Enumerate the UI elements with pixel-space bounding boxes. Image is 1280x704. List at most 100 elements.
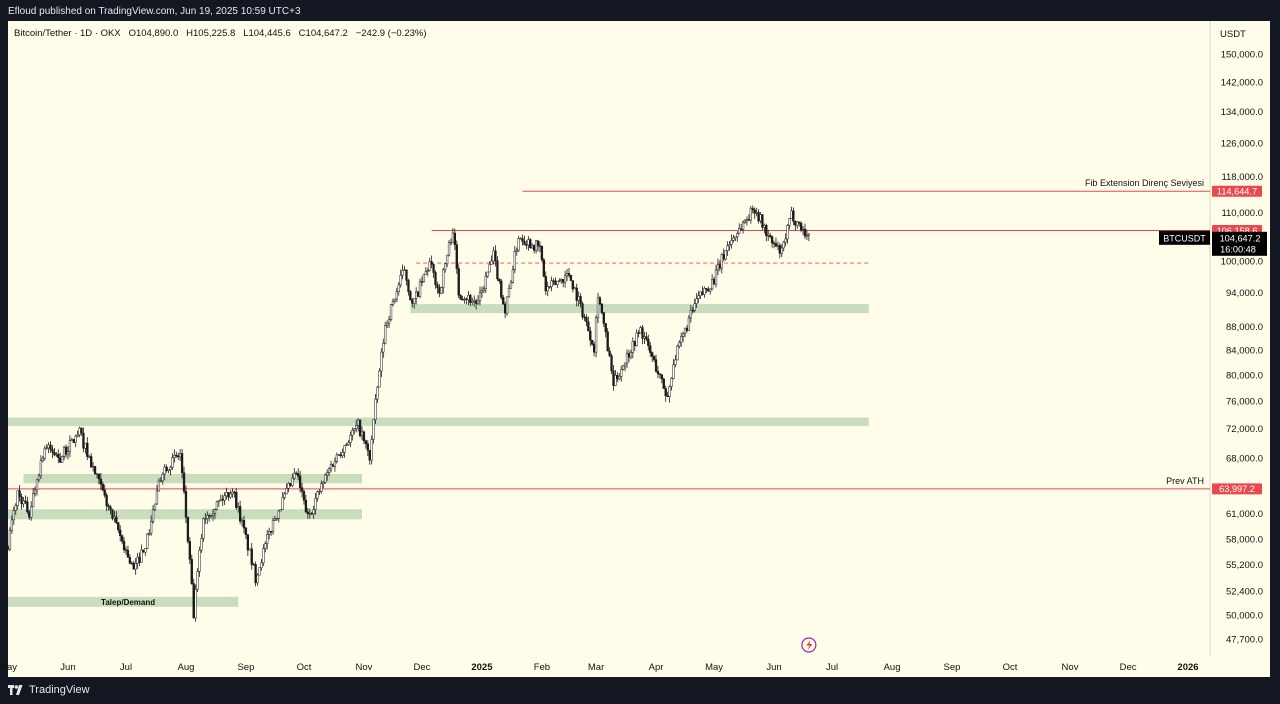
candle-body: [610, 355, 613, 372]
candle-body: [428, 261, 431, 271]
candle-body: [41, 458, 44, 462]
x-tick-label: Jun: [60, 662, 75, 673]
candle-body: [492, 250, 495, 262]
candle-body: [206, 515, 209, 519]
candle-body: [689, 310, 693, 319]
candle-body: [550, 280, 553, 288]
candle-body: [355, 425, 358, 429]
tradingview-icon: [8, 685, 23, 695]
candle-body: [146, 533, 149, 549]
candle-body: [525, 244, 528, 246]
candle-body: [662, 378, 665, 389]
x-tick-label: 2026: [1177, 662, 1198, 673]
candle-body: [171, 457, 174, 468]
candle-body: [451, 232, 455, 243]
candle-body: [153, 503, 157, 511]
candle-body: [755, 212, 758, 214]
candle-body: [6, 546, 10, 550]
candle-body: [620, 369, 623, 377]
candle-body: [298, 475, 302, 488]
candle-body: [680, 336, 683, 343]
candle-body: [592, 344, 596, 353]
candle-body: [84, 442, 87, 449]
candle-body: [302, 491, 306, 501]
candle-body: [724, 250, 727, 260]
candle-body: [426, 270, 429, 272]
candle-body: [293, 472, 296, 479]
candle-body: [490, 260, 493, 265]
candle-body: [521, 238, 524, 242]
candle-body: [693, 303, 696, 311]
candle-body: [142, 549, 145, 553]
candle-body: [782, 241, 785, 249]
candle-body: [237, 506, 240, 508]
candle-body: [167, 469, 170, 471]
candle-body: [554, 280, 557, 285]
candle-body: [180, 453, 184, 474]
candle-body: [581, 303, 584, 318]
candle-body: [668, 386, 671, 397]
candle-body: [184, 491, 188, 518]
candle-body: [718, 264, 722, 269]
candle-body: [376, 386, 379, 400]
candle-body: [424, 271, 427, 275]
y-tick-label: 50,000.0: [1226, 610, 1263, 621]
candle-body: [484, 275, 487, 290]
candle-body: [442, 269, 445, 288]
tradingview-logo[interactable]: TradingView: [8, 684, 90, 696]
candle-body: [271, 519, 275, 532]
candle-body: [722, 254, 725, 260]
candle-body: [277, 510, 280, 519]
candle-body: [8, 530, 12, 550]
candle-body: [385, 322, 389, 326]
candle-body: [780, 247, 783, 254]
demand-zone-1: [8, 417, 869, 426]
candle-body: [476, 300, 480, 304]
candle-body: [801, 228, 805, 231]
candle-body: [155, 490, 159, 505]
candle-body: [736, 233, 739, 238]
candle-body: [660, 374, 663, 380]
candle-body: [101, 483, 104, 491]
candle-body: [430, 261, 433, 265]
candle-body: [720, 254, 723, 269]
candle-body: [70, 439, 73, 441]
lightning-bolt: [806, 640, 813, 650]
level-name-3: Prev ATH: [1166, 476, 1204, 486]
candle-body: [732, 237, 735, 241]
candle-body: [246, 534, 250, 551]
candle-body: [784, 238, 787, 243]
candle-body: [560, 278, 563, 281]
candle-body: [33, 489, 37, 494]
candle-body: [637, 332, 640, 334]
candle-body: [790, 210, 793, 219]
demand-zone-2: [23, 473, 363, 484]
candle-body: [103, 489, 106, 496]
candle-body: [519, 238, 522, 240]
candle-body: [322, 482, 325, 485]
candle-body: [511, 269, 515, 283]
candle-body: [635, 332, 638, 347]
candle-body: [122, 541, 126, 551]
y-tick-label: 118,000.0: [1221, 172, 1263, 183]
candle-body: [759, 214, 762, 222]
candle-body: [571, 280, 575, 290]
price-unit[interactable]: USDT: [1220, 29, 1246, 40]
candle-body: [68, 440, 72, 452]
candle-body: [53, 452, 56, 456]
y-tick-label: 110,000.0: [1221, 208, 1263, 219]
candle-body: [463, 298, 466, 301]
candle-body: [633, 341, 636, 347]
ohlc-open: O104,890.0: [128, 28, 179, 39]
time-axis-background: [8, 656, 1270, 677]
candle-body: [252, 564, 255, 566]
candle-body: [219, 498, 222, 501]
candle-body: [80, 427, 83, 434]
candle-body: [471, 301, 474, 304]
candle-body: [670, 378, 673, 387]
candle-body: [217, 500, 221, 503]
y-tick-label: 76,000.0: [1226, 397, 1263, 408]
candle-body: [772, 242, 776, 245]
candle-body: [378, 370, 381, 388]
